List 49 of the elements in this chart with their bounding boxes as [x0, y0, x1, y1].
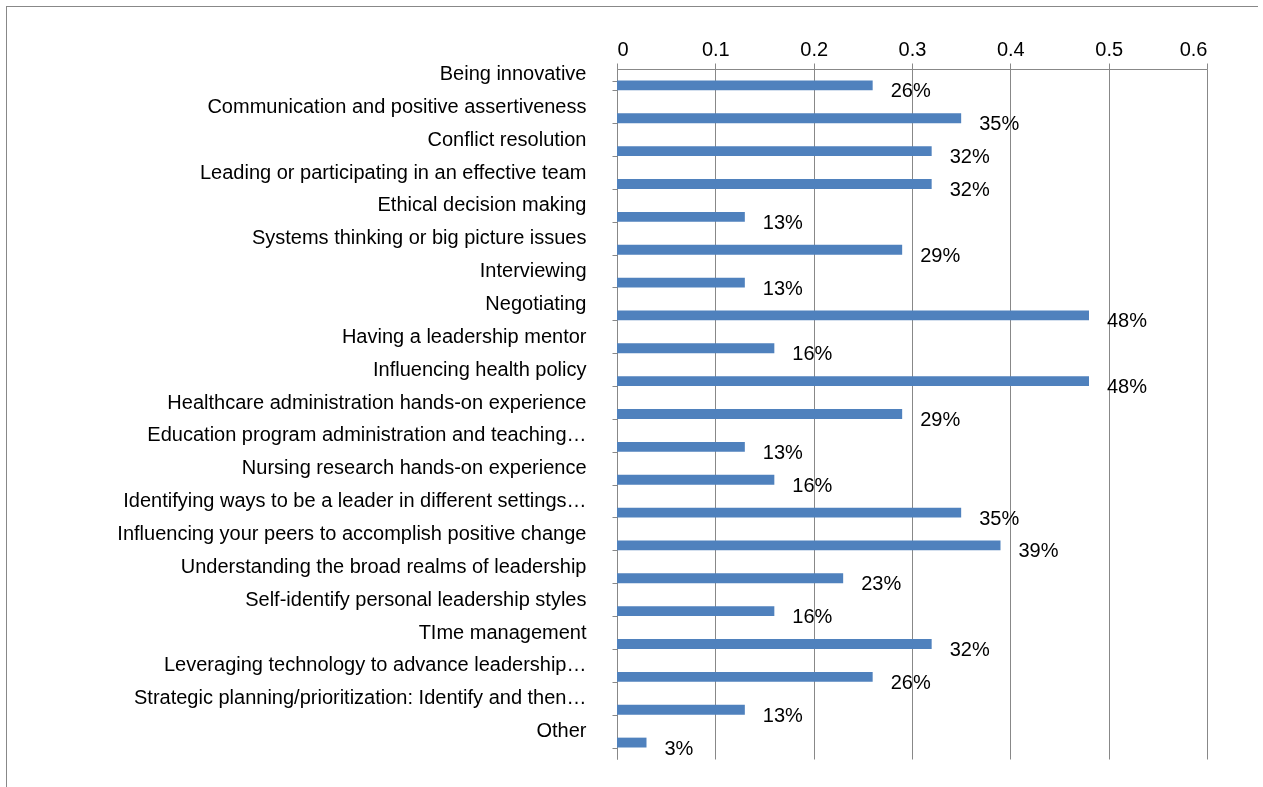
- x-tick-label: 0.5: [1095, 37, 1124, 60]
- y-tick-label: Identifying ways to be a leader in different settings…: [123, 489, 587, 512]
- data-label: 29%: [920, 408, 961, 430]
- y-tick-label: Understanding the broad realms of leadership: [180, 554, 587, 577]
- y-tick-label: Nursing research hands-on experience: [241, 456, 587, 479]
- data-label: 16%: [792, 342, 833, 365]
- data-label: 32%: [949, 145, 990, 168]
- y-tick-label: Leveraging technology to advance leadership…: [163, 653, 587, 676]
- x-tick-label: 0.2: [800, 37, 829, 60]
- data-label: 32%: [949, 638, 990, 660]
- y-tick-label: Being innovative: [439, 61, 587, 84]
- y-tick-label: Strategic planning/prioritization: Identify and then…: [134, 686, 587, 709]
- x-tick-label: 0.3: [898, 37, 927, 60]
- y-tick-label: Communication and positive assertiveness: [207, 94, 587, 117]
- x-tick-label: 0: [617, 37, 629, 60]
- y-tick-label: Influencing your peers to accomplish positive change: [117, 521, 587, 544]
- y-tick-label: TIme management: [418, 620, 587, 643]
- y-tick-label: Having a leadership mentor: [341, 324, 587, 347]
- data-label: 39%: [1018, 539, 1059, 562]
- y-tick-label: Self-identify personal leadership styles: [245, 587, 587, 610]
- data-label: 16%: [792, 605, 833, 628]
- data-label: 32%: [949, 178, 990, 200]
- data-label: 3%: [664, 736, 694, 759]
- y-tick-label: Ethical decision making: [377, 193, 587, 216]
- data-label: 16%: [792, 473, 833, 496]
- y-tick-label: Other: [536, 719, 587, 742]
- y-tick-label: Conflict resolution: [427, 127, 587, 150]
- y-tick-label: Systems thinking or big picture issues: [251, 226, 587, 249]
- data-label: 13%: [762, 703, 804, 726]
- y-tick-label: Education program administration and teaching…: [147, 423, 587, 446]
- data-label: 35%: [979, 112, 1020, 135]
- x-tick-label: 0.1: [701, 37, 730, 60]
- data-label: 48%: [1107, 309, 1148, 332]
- data-label: 48%: [1107, 375, 1148, 398]
- y-tick-label: Interviewing: [479, 259, 587, 282]
- data-label: 13%: [762, 276, 804, 299]
- y-tick-label: Leading or participating in an effective team: [199, 160, 587, 183]
- y-tick-label: Negotiating: [485, 291, 587, 314]
- y-tick-label: Healthcare administration hands-on experience: [167, 390, 587, 413]
- x-tick-label: 0.4: [996, 37, 1025, 60]
- data-label: 29%: [920, 243, 961, 266]
- x-tick-label: 0.6: [1179, 37, 1208, 60]
- data-label: 26%: [890, 670, 931, 693]
- data-label: 13%: [762, 440, 804, 463]
- data-label: 26%: [890, 79, 931, 102]
- data-label: 13%: [762, 210, 804, 233]
- data-label: 23%: [861, 572, 902, 595]
- data-label: 35%: [979, 506, 1020, 529]
- y-tick-label: Influencing health policy: [373, 357, 587, 380]
